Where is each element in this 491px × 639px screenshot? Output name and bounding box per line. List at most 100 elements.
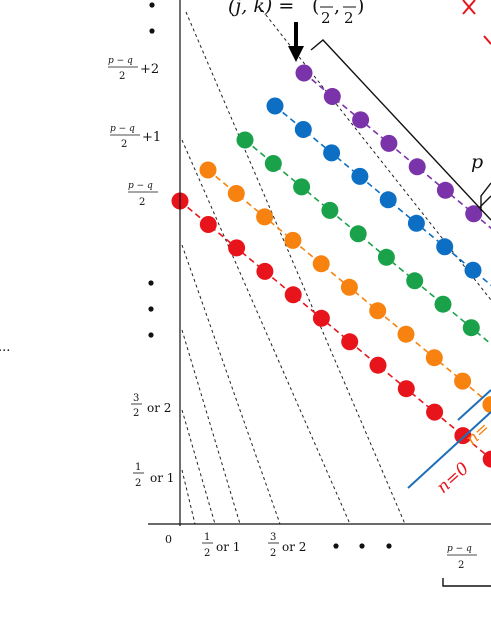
- red-cross-icon: [463, 0, 491, 44]
- lattice-dot-n1: [398, 326, 415, 343]
- lattice-dot-n3: [295, 121, 312, 138]
- y-tick-suffix: +1: [142, 130, 161, 145]
- background-diagonal-line: [186, 12, 405, 524]
- line-label-n0: n=0: [433, 459, 473, 498]
- x-tick-p-q: p − q 2: [447, 544, 477, 571]
- lattice-dot-n4: [437, 182, 454, 199]
- lattice-dot-n4: [409, 158, 426, 175]
- y-ellipsis-dot: [148, 306, 153, 311]
- y-ellipsis-dot: [148, 280, 153, 285]
- lattice-dot-n0: [370, 357, 387, 374]
- lattice-dot-n3: [408, 215, 425, 232]
- frac1-den: 2: [321, 9, 331, 27]
- lattice-dot-n2: [378, 249, 395, 266]
- y-tick-suffix: or 2: [147, 401, 171, 415]
- close-paren: ): [357, 0, 364, 17]
- lattice-dot-n4: [352, 111, 369, 128]
- y-tick-num: 3: [133, 393, 139, 404]
- lattice-dot-n0: [200, 216, 217, 233]
- y-tick-num: p − q: [128, 181, 153, 191]
- lattice-dot-n1: [341, 279, 358, 296]
- lattice-dot-n0: [341, 333, 358, 350]
- lattice-dot-n2: [435, 296, 452, 313]
- lattice-dot-n1: [284, 232, 301, 249]
- x-tick-3-2-or-2: 3 2 or 2: [268, 532, 306, 559]
- background-diagonal-line: [182, 470, 195, 524]
- lattice-dot-n2: [321, 202, 338, 219]
- diagonal-bracket: [311, 40, 491, 220]
- lattice-dot-n2: [265, 155, 282, 172]
- frac2-den: 2: [344, 9, 354, 27]
- x-tick-suffix: or 2: [282, 540, 306, 554]
- lattice-dot-n1: [482, 396, 491, 413]
- lattice-dot-n2: [293, 178, 310, 195]
- comma: ,: [334, 0, 340, 17]
- lattice-dot-n0: [313, 310, 330, 327]
- y-ellipsis-dot: [148, 332, 153, 337]
- background-diagonal-line: [182, 140, 350, 524]
- x-ellipsis-dot: [333, 543, 338, 548]
- lattice-dot-n3: [267, 98, 284, 115]
- bracket-p-label: p: [471, 151, 483, 173]
- lattice-dot-n1: [426, 349, 443, 366]
- background-diagonals: [182, 10, 491, 524]
- y-tick-den: 2: [119, 71, 125, 82]
- x-tick-1-2-or-1: 1 2 or 1: [202, 532, 240, 559]
- lattice-dot-n4: [324, 88, 341, 105]
- lattice-dot-n1: [200, 162, 217, 179]
- lattice-dot-n3: [351, 168, 368, 185]
- lattice-dot-n0: [285, 286, 302, 303]
- x-ellipsis-dot: [386, 543, 391, 548]
- y-tick-den: 2: [121, 139, 127, 150]
- lattice-dot-n3: [323, 144, 340, 161]
- background-diagonal-line: [182, 330, 240, 524]
- lattice-dot-n2: [350, 225, 367, 242]
- x-tick-den: 2: [458, 560, 464, 571]
- x-tick-suffix: or 1: [216, 540, 240, 554]
- lattice-dot-n4: [380, 135, 397, 152]
- lattice-dot-n2: [406, 272, 423, 289]
- lattice-dot-n1: [313, 255, 330, 272]
- lattice-dot-n0: [256, 263, 273, 280]
- y-ellipsis-dot: [149, 28, 154, 33]
- y-tick-1-2-or-1: 1 2 or 1: [133, 462, 174, 489]
- x-tick-num: 1: [204, 532, 210, 543]
- x-tick-den: 2: [270, 548, 276, 559]
- x-tick-den: 2: [204, 548, 210, 559]
- x-tick-num: 3: [270, 532, 276, 543]
- y-tick-p-q-plus-2: p − q 2 +2: [108, 56, 159, 82]
- lattice-dot-n1: [454, 373, 471, 390]
- y-tick-3-2-or-2: 3 2 or 2: [131, 393, 171, 419]
- lattice-dots: [172, 65, 491, 468]
- left-ellipsis: ...: [0, 340, 10, 355]
- y-tick-den: 2: [133, 408, 139, 419]
- x-tick-num: p − q: [447, 544, 472, 554]
- y-tick-num: p − q: [110, 124, 135, 134]
- lattice-dot-n4: [296, 65, 313, 82]
- lattice-dot-n1: [228, 185, 245, 202]
- lattice-dot-n1: [256, 208, 273, 225]
- y-tick-p-q-plus-1: p − q 2 +1: [110, 124, 161, 150]
- lattice-dot-n0: [228, 239, 245, 256]
- lattice-dot-n1: [369, 302, 386, 319]
- lattice-dot-n3: [465, 262, 482, 279]
- open-paren: (: [312, 0, 319, 17]
- lattice-dot-n3: [436, 238, 453, 255]
- start-arrow-icon: [288, 22, 304, 62]
- origin-label: 0: [165, 533, 172, 546]
- y-tick-num: 1: [135, 462, 141, 473]
- lattice-dot-n0: [426, 404, 443, 421]
- lattice-dot-n2: [237, 132, 254, 149]
- lattice-dot-n3: [380, 191, 397, 208]
- start-point-lhs: (j, k) =: [228, 0, 294, 17]
- lattice-dot-n2: [463, 319, 480, 336]
- y-tick-suffix: +2: [140, 62, 159, 77]
- bottom-bracket: [443, 578, 491, 586]
- lattice-dot-n0: [398, 380, 415, 397]
- colored-dashed-lines: [180, 73, 491, 483]
- x-ellipsis-dot: [359, 543, 364, 548]
- y-tick-den: 2: [139, 197, 145, 208]
- y-tick-p-q: p − q 2: [128, 181, 158, 208]
